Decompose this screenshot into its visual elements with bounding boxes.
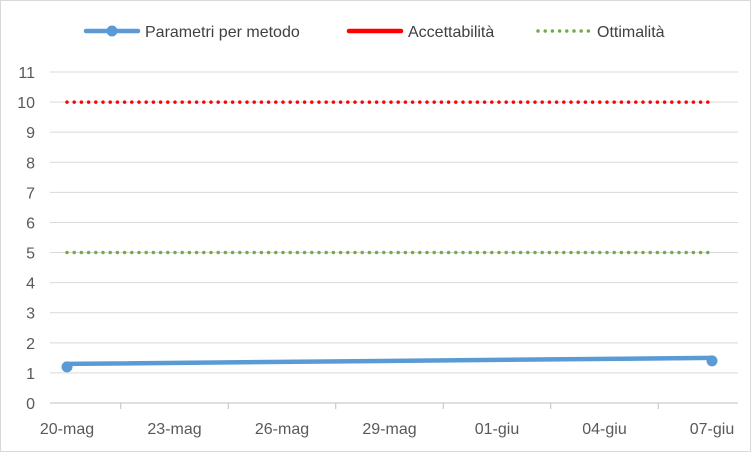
x-tick-label: 01-giu xyxy=(475,421,519,438)
y-tick-label: 11 xyxy=(18,65,35,82)
y-tick-label: 1 xyxy=(26,366,35,383)
y-tick-label: 3 xyxy=(26,306,35,323)
data-point xyxy=(61,361,73,373)
x-tick-label: 26-mag xyxy=(255,421,309,438)
legend-label: Accettabilità xyxy=(408,24,494,41)
x-axis-tick-labels: 20-mag 23-mag 26-mag 29-mag 01-giu 04-giu 07-g… xyxy=(40,421,734,438)
legend: Parametri per metodo Accettabilità Ottimal… xyxy=(83,24,665,41)
gridlines xyxy=(50,71,738,374)
x-tick-label: 04-giu xyxy=(582,421,626,438)
y-tick-label: 7 xyxy=(26,185,35,202)
y-tick-label: 9 xyxy=(26,125,35,142)
legend-label: Parametri per metodo xyxy=(145,24,300,41)
y-tick-label: 6 xyxy=(26,215,35,232)
x-axis xyxy=(50,402,738,409)
y-tick-label: 4 xyxy=(26,276,35,293)
x-tick-label: 07-giu xyxy=(690,421,734,438)
series-lines xyxy=(61,100,718,373)
y-axis-tick-labels: 0 1 2 3 4 5 6 7 8 9 10 11 xyxy=(17,65,35,413)
y-tick-label: 0 xyxy=(26,396,35,413)
y-tick-label: 5 xyxy=(26,246,35,263)
y-tick-label: 2 xyxy=(26,336,35,353)
x-tick-label: 29-mag xyxy=(362,421,416,438)
legend-label: Ottimalità xyxy=(597,24,665,41)
x-tick-label: 23-mag xyxy=(147,421,201,438)
legend-marker xyxy=(106,25,118,37)
series-line xyxy=(64,355,715,367)
y-tick-label: 10 xyxy=(17,95,35,112)
x-tick-label: 20-mag xyxy=(40,421,94,438)
data-point xyxy=(706,355,718,367)
y-tick-label: 8 xyxy=(26,155,35,172)
